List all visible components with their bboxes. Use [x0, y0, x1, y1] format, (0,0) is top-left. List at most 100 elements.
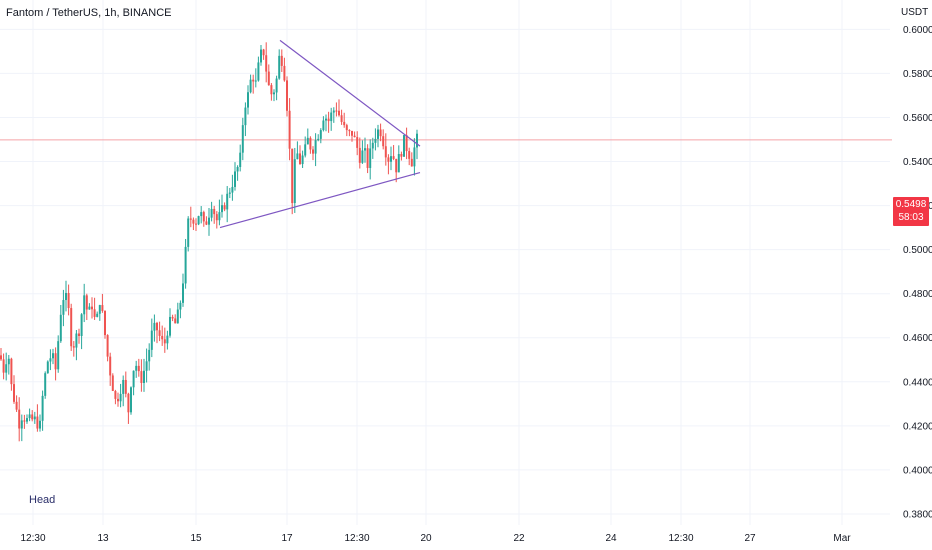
candle [236, 165, 239, 181]
candle [104, 310, 106, 339]
candle-body [382, 136, 385, 147]
candle [319, 128, 322, 144]
candle [280, 49, 283, 72]
y-tick-label: 0.5000 [903, 245, 932, 256]
candle-body [148, 349, 151, 362]
candle [247, 85, 249, 115]
candle-body [335, 110, 338, 112]
candle-body [244, 107, 247, 126]
candle-body [124, 379, 127, 394]
candle [65, 280, 67, 312]
candle-body [39, 420, 41, 429]
candle-body [106, 335, 109, 357]
candle-body [247, 92, 249, 108]
candle-body [145, 361, 148, 371]
candle [403, 134, 405, 157]
candle-body [210, 208, 213, 218]
candle [273, 89, 275, 102]
annotation-head: Head [29, 494, 56, 506]
candle [153, 314, 156, 342]
x-tick-label: 12:30 [344, 533, 369, 544]
candle-body [353, 135, 356, 138]
candle [67, 284, 70, 316]
price-tag-countdown: 58:03 [898, 212, 924, 223]
candle [322, 116, 325, 132]
candle-body [293, 159, 296, 204]
candle-body [135, 365, 138, 371]
candle-body [10, 358, 13, 385]
candle-body [166, 335, 169, 344]
x-tick-label: 15 [190, 533, 202, 544]
x-tick-label: 20 [420, 533, 432, 544]
candle-body [267, 71, 270, 86]
y-tick-label: 0.5600 [903, 113, 932, 124]
candle-body [26, 418, 28, 422]
candle-body [18, 409, 21, 429]
candle-body [260, 49, 262, 63]
candle-body [358, 147, 361, 163]
candle [278, 49, 281, 80]
candle-body [257, 62, 260, 81]
candle-body [75, 333, 78, 348]
candle [127, 392, 130, 424]
candle-body [7, 358, 10, 365]
price-tag-value: 0.5498 [895, 199, 927, 210]
candle [114, 389, 117, 405]
candle-body [327, 118, 330, 122]
candle-body [343, 121, 346, 126]
candle [2, 353, 5, 380]
candle [5, 352, 8, 381]
candle [179, 300, 182, 319]
candle [358, 137, 361, 169]
candle [137, 358, 140, 377]
candle [213, 205, 216, 224]
candle-body [241, 125, 244, 153]
candle [293, 147, 296, 213]
candle-body [283, 65, 286, 81]
candle [215, 211, 218, 229]
candle-body [179, 302, 182, 310]
candle-body [88, 306, 91, 310]
candle-body [218, 212, 221, 221]
candle [351, 130, 353, 142]
candle [260, 45, 262, 66]
candle [13, 375, 15, 404]
candle [46, 360, 49, 374]
x-tick-label: 17 [281, 533, 293, 544]
candle-body [348, 130, 351, 132]
candle [244, 102, 247, 137]
candle-body [176, 309, 179, 324]
candle-body [130, 387, 132, 413]
candle [387, 154, 390, 175]
candle [374, 128, 377, 151]
candle-body [98, 305, 101, 314]
candle-body [62, 300, 65, 315]
candle-body [41, 395, 44, 421]
candle-body [410, 158, 413, 167]
candle [156, 321, 158, 344]
candle-body [319, 130, 322, 139]
candle-body [236, 167, 239, 172]
candle-body [153, 322, 156, 331]
candle [377, 124, 379, 148]
candle-body [117, 398, 119, 402]
candle [267, 64, 270, 86]
candle-body [351, 130, 353, 136]
candle [161, 325, 164, 346]
candle [140, 359, 143, 392]
candle-body [23, 420, 26, 422]
candle-body [171, 316, 174, 319]
candle [10, 357, 13, 391]
candle [384, 133, 387, 166]
candle-body [416, 133, 418, 148]
candle-body [91, 306, 93, 310]
candle [7, 354, 10, 375]
grid [0, 0, 890, 525]
candle [195, 218, 197, 232]
candle [59, 304, 62, 343]
x-tick-label: 22 [513, 533, 525, 544]
candle [317, 134, 320, 142]
candle [309, 136, 312, 154]
candle [397, 145, 400, 173]
